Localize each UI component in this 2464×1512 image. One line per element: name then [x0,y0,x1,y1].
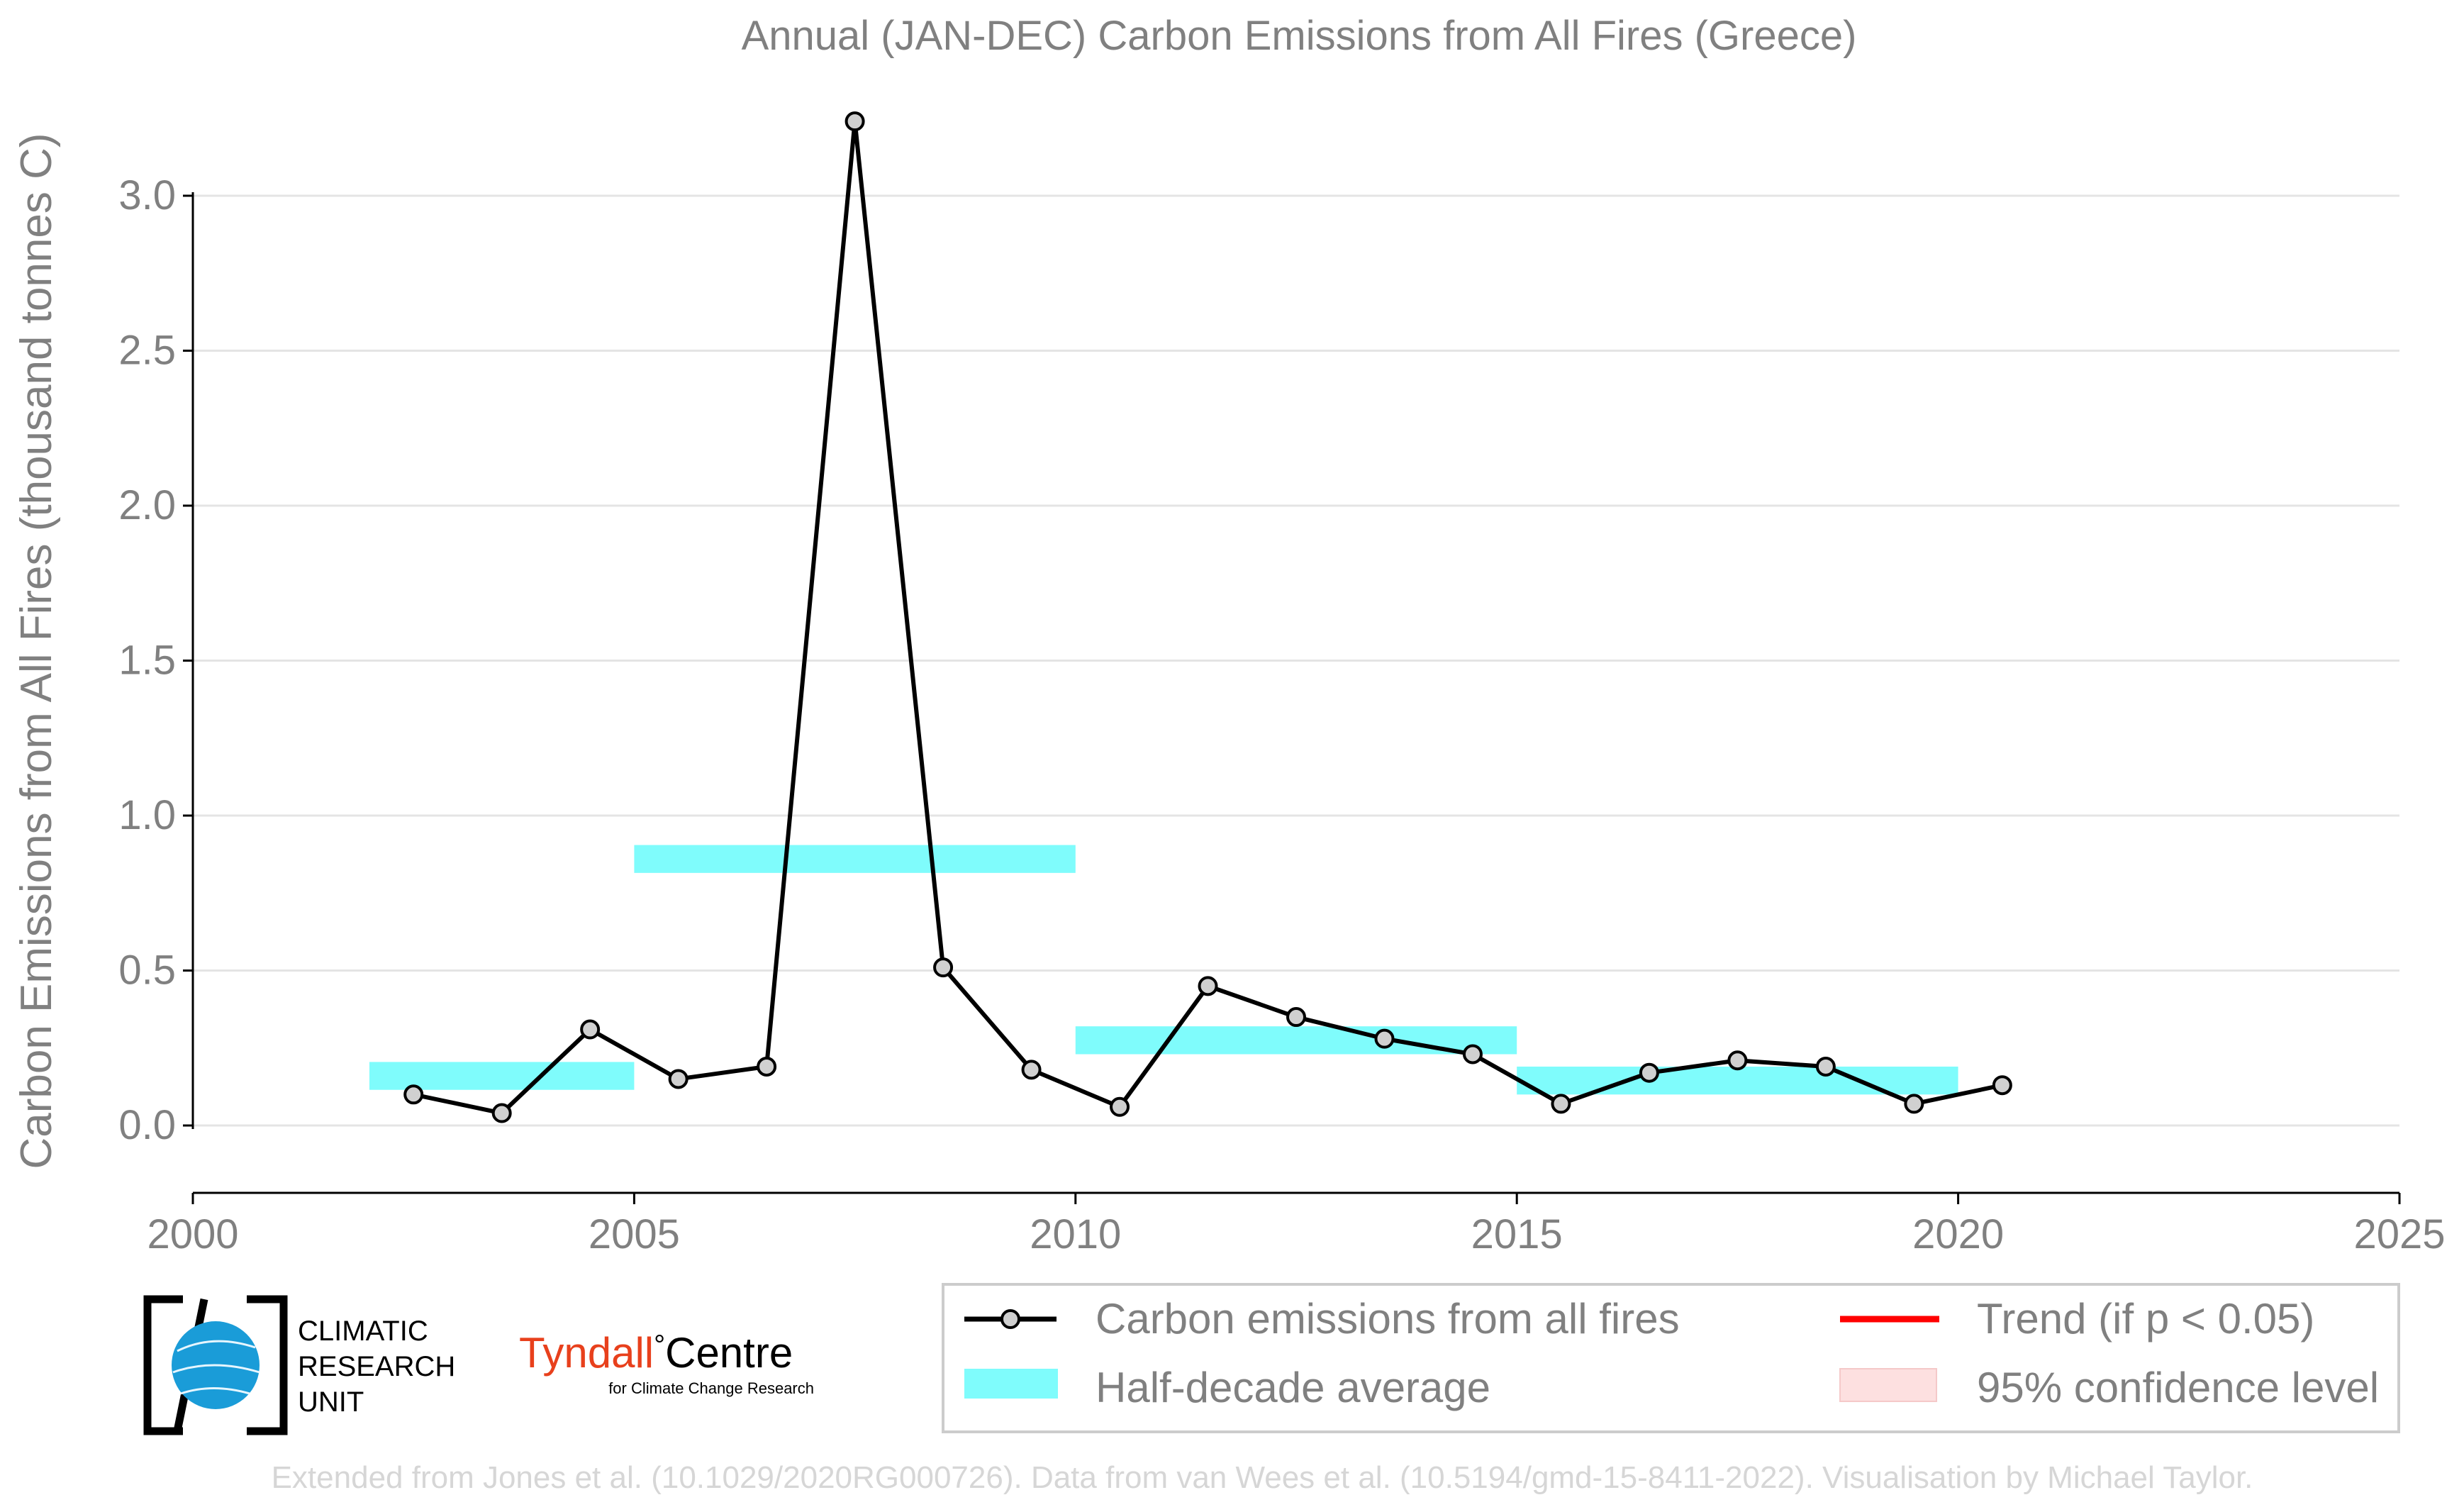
footer-credit: Extended from Jones et al. (10.1029/2020… [272,1460,2253,1495]
cru-text-line2: RESEARCH [298,1351,455,1382]
data-point [933,957,954,978]
data-point [1286,1007,1306,1028]
y-tick-label: 1.5 [118,638,176,684]
x-tick-label: 2005 [589,1211,680,1257]
data-point [1374,1028,1395,1049]
y-tick-label: 3.0 [118,172,176,218]
x-tick-label: 2015 [1471,1211,1563,1257]
x-tick-label: 2025 [2353,1211,2445,1257]
x-tick-label: 2020 [1912,1211,2004,1257]
data-point [1992,1075,2012,1096]
data-point [1462,1044,1483,1064]
y-tick-label: 0.5 [118,947,176,994]
legend-patch-half-decade [964,1369,1058,1399]
cru-bracket-right [247,1295,288,1435]
y-tick-label: 0.0 [118,1102,176,1148]
tyndall-name-1: Tyndall [519,1329,654,1377]
legend-label-trend: Trend (if p < 0.05) [1977,1295,2314,1343]
data-point [844,111,865,132]
cru-text-line1: CLIMATIC [298,1316,428,1347]
y-axis-label: Carbon Emissions from All Fires (thousan… [12,133,61,1169]
data-point [580,1019,601,1040]
legend-label-emissions: Carbon emissions from all fires [1096,1295,1680,1343]
half-decade-bands [369,845,1958,1095]
y-axis-ticks: 0.0 0.5 1.0 1.5 2.0 2.5 3.0 [118,172,194,1148]
data-point [491,1103,512,1123]
x-axis: 2000 2005 2010 2015 2020 2025 [147,1191,2446,1257]
y-tick-label: 2.5 [118,328,176,374]
data-point [1551,1094,1571,1114]
legend-marker-emissions [1000,1309,1020,1329]
gridlines [193,194,2399,1127]
legend-frame [942,1283,2400,1433]
data-point [1904,1094,1924,1114]
data-point [1639,1062,1659,1083]
cru-text-line3: UNIT [298,1386,364,1418]
y-tick-label: 1.0 [118,792,176,838]
tyndall-logo: Tyndall°Centre for Climate Change Resear… [519,1329,814,1397]
legend-label-ci: 95% confidence level [1977,1364,2379,1411]
series-points [403,111,2012,1123]
cru-logo: CLIMATIC RESEARCH UNIT [143,1295,455,1435]
chart-title: Annual (JAN-DEC) Carbon Emissions from A… [742,13,1857,59]
data-point [757,1056,777,1077]
tyndall-subtitle: for Climate Change Research [608,1379,814,1397]
legend-patch-ci [1839,1368,1937,1402]
data-point [1727,1050,1748,1071]
data-point [1198,976,1218,996]
data-point [1021,1060,1042,1080]
tyndall-degree: ° [654,1330,665,1361]
tyndall-name-2: Centre [665,1329,793,1377]
svg-text:Tyndall°Centre: Tyndall°Centre [519,1329,793,1377]
x-tick-label: 2000 [147,1211,238,1257]
half-decade-band [634,845,1076,873]
series-lines [413,119,2003,1116]
data-point [1110,1096,1130,1117]
legend-label-half-decade: Half-decade average [1096,1364,1490,1411]
cru-bracket-left [143,1295,183,1435]
data-point [668,1069,689,1089]
series-line [413,119,2003,1116]
x-tick-label: 2010 [1030,1211,1121,1257]
legend: Carbon emissions from all fires Trend (i… [942,1283,2400,1433]
y-tick-label: 2.0 [118,482,176,528]
data-point [1815,1056,1836,1077]
half-decade-band [1517,1066,1958,1095]
cru-globe-lines [172,1340,260,1395]
data-point [403,1084,424,1105]
